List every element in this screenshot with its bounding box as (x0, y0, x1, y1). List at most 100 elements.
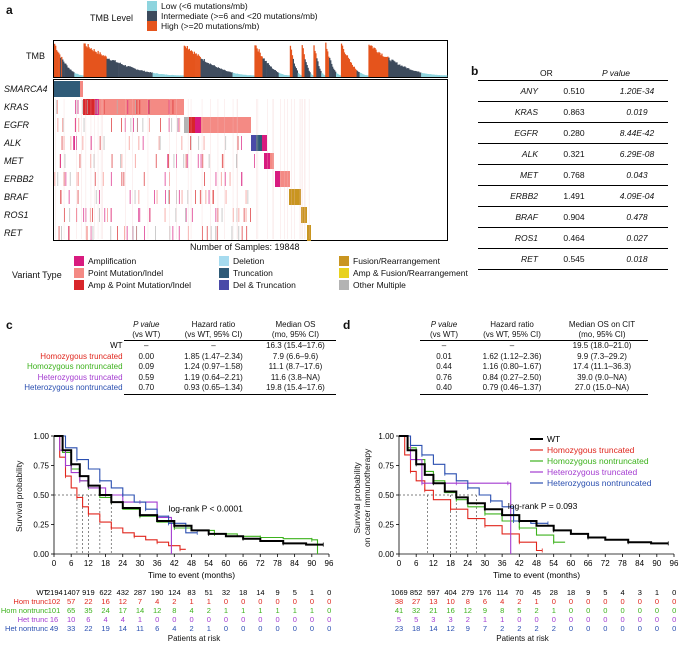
oncoprint-tick (117, 226, 118, 240)
oncoprint-tick (68, 190, 70, 204)
tmb-bar (267, 63, 269, 77)
tmb-bar (430, 74, 432, 77)
oncoprint-tick (89, 208, 91, 222)
cox-med: 19.5 (18.0–21.0) (572, 341, 632, 350)
oncoprint-tick (225, 136, 227, 150)
tmb-bar (75, 73, 77, 77)
tmb-bar (220, 68, 222, 77)
tmb-bar (214, 66, 216, 77)
variant-truncation: Truncation (219, 268, 339, 278)
tmb-bar (166, 74, 168, 77)
tmb-bar (224, 70, 226, 77)
risk-count: 1 (482, 615, 488, 624)
risk-row: Het nontrunc 49 33 22 19 14 11 6 4 2 1 0 0 0 0 0 0 0 (4, 624, 344, 633)
oncoprint-block (262, 135, 267, 151)
tmb-bar (414, 70, 416, 77)
or-row: ALK 0.321 6.29E-08 (478, 143, 668, 165)
table-d-h-p: P value (vs WT) (420, 320, 468, 340)
tmb-bar (118, 63, 120, 77)
oncoprint-tick (238, 208, 240, 222)
oncoprint-block (201, 117, 251, 133)
variant-other: Other Multiple (339, 280, 509, 290)
tmb-bar (114, 60, 116, 77)
oncoprint-tick (175, 208, 177, 222)
tmb-bar (212, 65, 214, 77)
oncoprint-track (308, 99, 310, 239)
risk-count: 28 (549, 588, 558, 597)
tmb-bar (258, 49, 260, 77)
risk-count: 7 (137, 597, 143, 606)
tmb-bar (442, 75, 444, 77)
tmb-bar (357, 71, 359, 77)
risk-count: 1 (223, 606, 229, 615)
risk-count: 0 (586, 597, 591, 606)
risk-count: 597 (427, 588, 440, 597)
risk-count: 190 (150, 588, 164, 597)
tmb-bar (85, 46, 87, 77)
risk-count: 0 (637, 597, 642, 606)
risk-count: 12 (446, 624, 455, 633)
x-tick-label: 6 (414, 559, 419, 568)
or-row: BRAF 0.904 0.478 (478, 206, 668, 228)
oncoprint-tick (82, 100, 84, 114)
tmb-bar (268, 64, 270, 77)
or-value: 1.491 (542, 185, 606, 207)
oncoprint-track (63, 99, 65, 239)
tmb-bar (234, 73, 236, 77)
oncoprint-tick (220, 172, 222, 186)
oncoprint-tick (206, 226, 208, 240)
oncoprint-track (176, 99, 177, 239)
tmb-bar (303, 54, 305, 77)
tmb-bar (349, 62, 351, 77)
oncoprint-tick (134, 190, 136, 204)
tmb-bar (379, 52, 381, 77)
tmb-bar (297, 72, 299, 77)
risk-count: 8 (465, 597, 470, 606)
oncoprint-track (132, 99, 133, 239)
risk-count: 9 (275, 588, 280, 597)
tmb-bar (74, 73, 76, 77)
x-tick-label: 30 (135, 559, 144, 568)
cox-med: 39.0 (9.0–NA) (577, 372, 627, 382)
panel-label-c: c (6, 318, 13, 332)
tmb-bar (301, 45, 303, 77)
oncoprint-tick (197, 154, 199, 168)
oncoprint-tick (61, 136, 63, 150)
samples-label: Number of Samples: 19848 (190, 242, 300, 252)
table-d-spacer (400, 320, 420, 340)
tmb-legend-high: High (>=20 mutations/mb) (147, 21, 318, 31)
risk-count: 0 (327, 606, 332, 615)
pvalue-header: P value (602, 68, 631, 78)
tmb-low-label: Low (<6 mutations/mb) (161, 1, 248, 11)
tmb-bar (64, 63, 66, 77)
oncoprint-track (217, 99, 219, 239)
tmb-bar (345, 55, 348, 77)
variant-swatch (339, 268, 349, 278)
oncoprint-tick (136, 118, 138, 132)
oncoprint-tick (85, 226, 87, 240)
tmb-bar (405, 67, 407, 77)
tmb-bar (84, 43, 86, 77)
tmb-bar (189, 51, 191, 77)
x-axis-label: Time to event (months) (493, 570, 580, 580)
tmb-bar (251, 75, 253, 77)
tmb-bar (153, 73, 155, 77)
or-pvalue: 8.44E-42 (606, 122, 668, 144)
tmb-bar (237, 73, 239, 77)
tmb-bar (298, 73, 300, 77)
risk-count: 0 (241, 624, 246, 633)
oncoprint-tick (75, 100, 76, 114)
oncoprint-tick (168, 190, 169, 204)
oncoprint-tick (225, 190, 227, 204)
oncoprint-track (280, 99, 281, 239)
oncoprint-tick (126, 226, 128, 240)
tmb-bar (122, 65, 124, 77)
oncoprint-tick (94, 172, 96, 186)
oncoprint-tick (136, 100, 138, 114)
tmb-bar (181, 75, 183, 77)
oncoprint-tick (70, 136, 72, 150)
oncoprint-block (54, 81, 80, 97)
tmb-bar (149, 72, 151, 77)
cox-p: 0.76 (436, 372, 452, 382)
risk-count: 16 (101, 597, 110, 606)
